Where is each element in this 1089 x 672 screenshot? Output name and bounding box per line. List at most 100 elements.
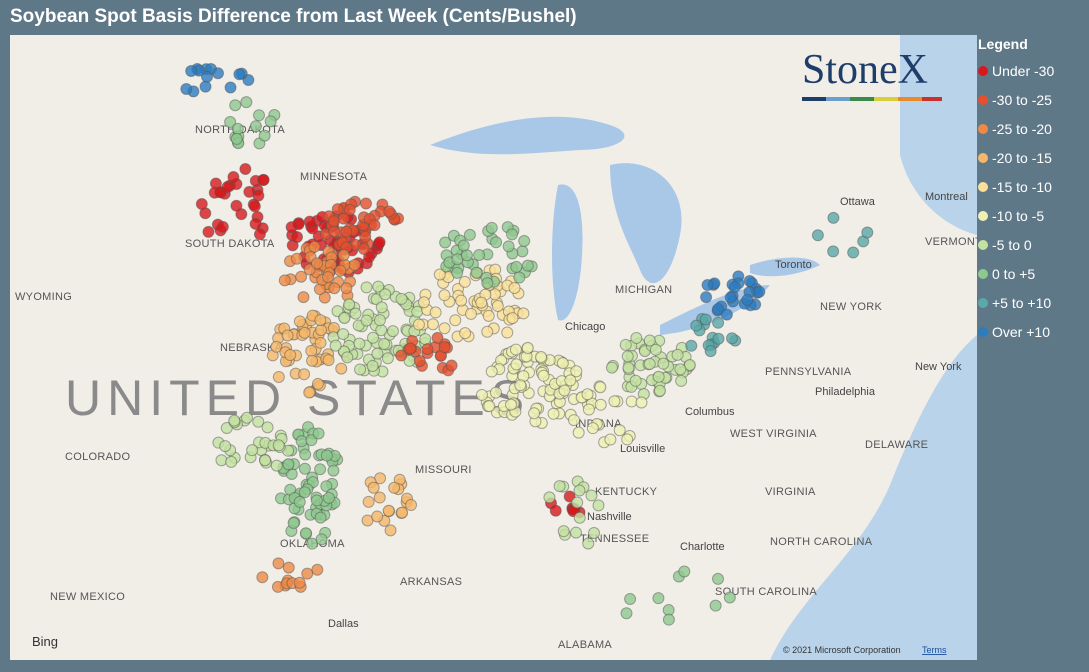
location-dot: [438, 289, 451, 302]
terms[interactable]: Terms: [922, 645, 947, 655]
location-dot: [411, 305, 424, 318]
location-dot: [353, 337, 366, 350]
location-dot: [373, 314, 386, 327]
location-dot: [431, 331, 444, 344]
location-dot: [678, 565, 691, 578]
location-dot: [861, 226, 874, 239]
region-label: NEW MEXICO: [50, 591, 125, 603]
location-dot: [297, 291, 310, 304]
location-dot: [605, 361, 618, 374]
location-dot: [629, 374, 642, 387]
lake-michigan: [552, 184, 583, 321]
lake-ontario: [750, 257, 820, 277]
location-dot: [375, 324, 388, 337]
location-dot: [343, 203, 356, 216]
location-dot: [321, 271, 334, 284]
location-dot: [221, 180, 234, 193]
location-dot: [621, 350, 634, 363]
location-dot: [517, 307, 530, 320]
location-dot: [501, 326, 514, 339]
legend-swatch: [978, 94, 988, 105]
location-dot: [741, 293, 754, 306]
location-dot: [712, 572, 725, 585]
location-dot: [233, 68, 246, 81]
location-dot: [514, 379, 527, 392]
location-dot: [699, 313, 712, 326]
location-dot: [396, 506, 409, 519]
city-label: Columbus: [685, 406, 735, 418]
location-dot: [338, 311, 351, 324]
copyright: © 2021 Microsoft Corporation: [783, 645, 901, 655]
location-dot: [360, 314, 373, 327]
location-dot: [322, 354, 335, 367]
location-dot: [320, 449, 333, 462]
location-dot: [481, 325, 494, 338]
legend-swatch: [978, 152, 988, 163]
location-dot: [281, 329, 294, 342]
location-dot: [349, 307, 362, 320]
location-dot: [426, 318, 439, 331]
location-dot: [847, 246, 860, 259]
location-dot: [240, 411, 253, 424]
location-dot: [327, 464, 340, 477]
location-dot: [278, 274, 291, 287]
location-dot: [704, 345, 717, 358]
region-label: WEST VIRGINIA: [730, 428, 817, 440]
location-dot: [219, 440, 232, 453]
location-dot: [630, 332, 643, 345]
location-dot: [337, 212, 350, 225]
region-label: SOUTH DAKOTA: [185, 238, 275, 250]
location-dot: [558, 384, 571, 397]
legend-item: -10 to -5: [978, 201, 1089, 230]
title: Soybean Spot Basis Difference from Last …: [10, 6, 577, 27]
location-dot: [827, 211, 840, 224]
location-dot: [253, 109, 266, 122]
location-dot: [723, 591, 736, 604]
location-dot: [473, 249, 486, 262]
location-dot: [386, 325, 399, 338]
location-dot: [270, 459, 283, 472]
logo-bar: [802, 97, 942, 101]
legend-swatch: [978, 65, 988, 76]
location-dot: [421, 343, 434, 356]
legend-item: -5 to 0: [978, 230, 1089, 259]
location-dot: [362, 495, 375, 508]
location-dot: [481, 277, 494, 290]
location-dot: [592, 499, 605, 512]
location-dot: [373, 491, 386, 504]
legend-label: 0 to +5: [992, 265, 1036, 282]
location-dot: [485, 365, 498, 378]
location-dot: [293, 576, 306, 589]
location-dot: [439, 236, 452, 249]
location-dot: [357, 242, 370, 255]
location-dot: [258, 129, 271, 142]
location-dot: [588, 526, 601, 539]
location-dot: [257, 173, 270, 186]
location-dot: [373, 236, 386, 249]
location-dot: [303, 386, 316, 399]
legend-swatch: [978, 181, 988, 192]
location-dot: [340, 225, 353, 238]
location-dot: [228, 414, 241, 427]
location-dot: [463, 228, 476, 241]
location-dot: [282, 561, 295, 574]
location-dot: [306, 354, 319, 367]
location-dot: [305, 344, 318, 357]
legend-swatch: [978, 239, 988, 250]
location-dot: [229, 99, 242, 112]
location-dot: [230, 199, 243, 212]
location-dot: [395, 349, 408, 362]
location-dot: [521, 259, 534, 272]
location-dot: [464, 307, 477, 320]
location-dot: [388, 481, 401, 494]
region-label: MICHIGAN: [615, 284, 672, 296]
location-dot: [516, 245, 529, 258]
legend-swatch: [978, 297, 988, 308]
location-dot: [253, 228, 266, 241]
location-dot: [594, 398, 607, 411]
location-dot: [622, 361, 635, 374]
location-dot: [674, 363, 687, 376]
location-dot: [827, 245, 840, 258]
location-dot: [340, 282, 353, 295]
location-dot: [726, 332, 739, 345]
